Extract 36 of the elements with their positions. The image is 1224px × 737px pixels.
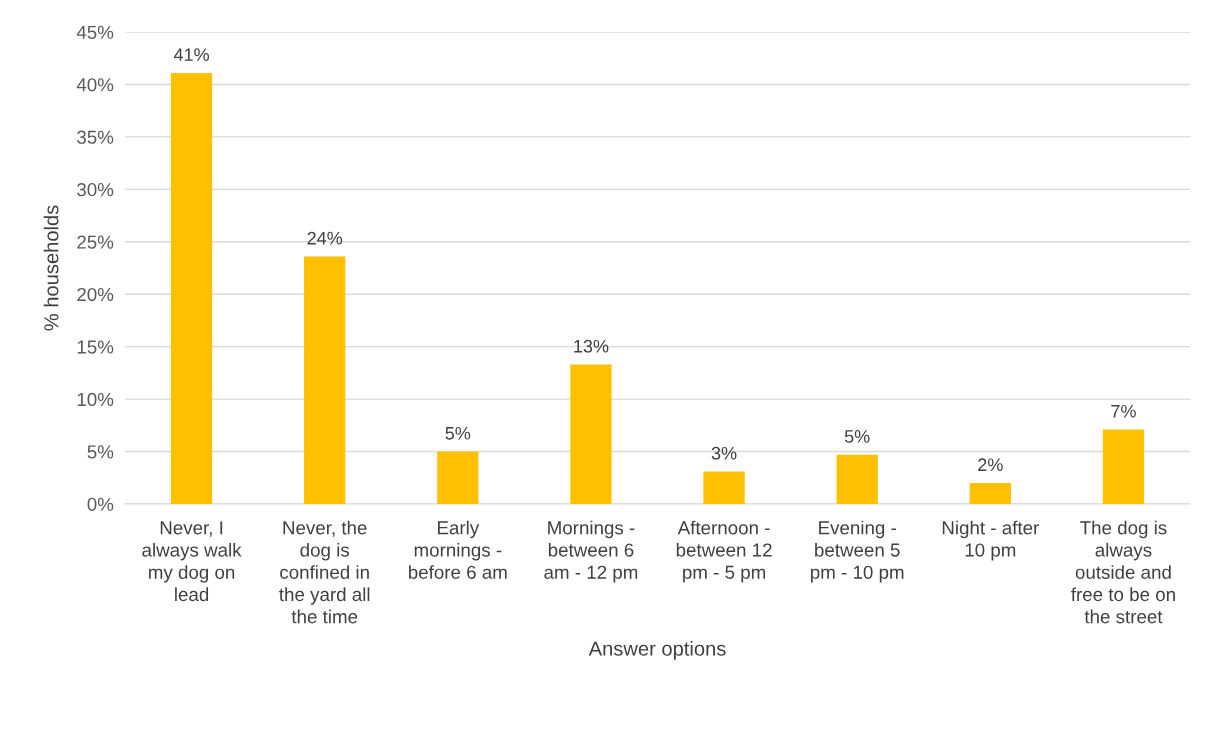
- x-tick-label: Night - after 10 pm: [942, 520, 1039, 561]
- bar: [437, 451, 479, 504]
- data-label: 5%: [445, 426, 471, 440]
- bar: [170, 72, 213, 504]
- y-tick-label: 25%: [77, 235, 114, 249]
- x-tick-label: Afternoon - between 12 pm - 5 pm: [676, 520, 772, 583]
- x-tick-label: Early mornings - before 6 am: [409, 520, 507, 579]
- y-tick-label: 30%: [77, 183, 114, 197]
- y-tick-label: 40%: [76, 78, 114, 92]
- y-axis-title: % households: [43, 205, 59, 331]
- data-label: 13%: [574, 339, 609, 353]
- data-label: 7%: [1111, 404, 1136, 418]
- data-label: 5%: [844, 430, 870, 443]
- x-axis-title: Answer options: [588, 640, 726, 660]
- y-tick-label: 20%: [77, 287, 114, 302]
- x-tick-label: Mornings - between 6 am - 12 pm: [544, 520, 638, 583]
- bar: [570, 364, 612, 504]
- x-tick-label: Never, the dog is confined in the yard all the time: [279, 520, 370, 624]
- x-tick-label: The dog is always outside and free to be on the street: [1071, 520, 1175, 624]
- x-tick-label: Evening - between 5 pm - 10 pm: [810, 520, 904, 583]
- y-tick-label: 45%: [76, 25, 114, 39]
- bar: [969, 483, 1011, 504]
- data-label: 2%: [978, 458, 1003, 472]
- bar: [836, 454, 878, 504]
- bar: [304, 256, 346, 504]
- data-label: 3%: [711, 446, 737, 460]
- bar: [703, 471, 745, 504]
- y-tick-label: 0%: [87, 497, 114, 511]
- y-tick-label: 5%: [87, 445, 114, 459]
- y-tick-label: 10%: [77, 392, 114, 407]
- data-label: 24%: [307, 231, 343, 245]
- data-label: 41%: [173, 48, 209, 61]
- x-tick-label: Never, I always walk my dog on lead: [142, 521, 242, 602]
- bar: [1102, 429, 1145, 504]
- y-tick-label: 35%: [77, 130, 114, 144]
- y-tick-label: 15%: [77, 340, 114, 354]
